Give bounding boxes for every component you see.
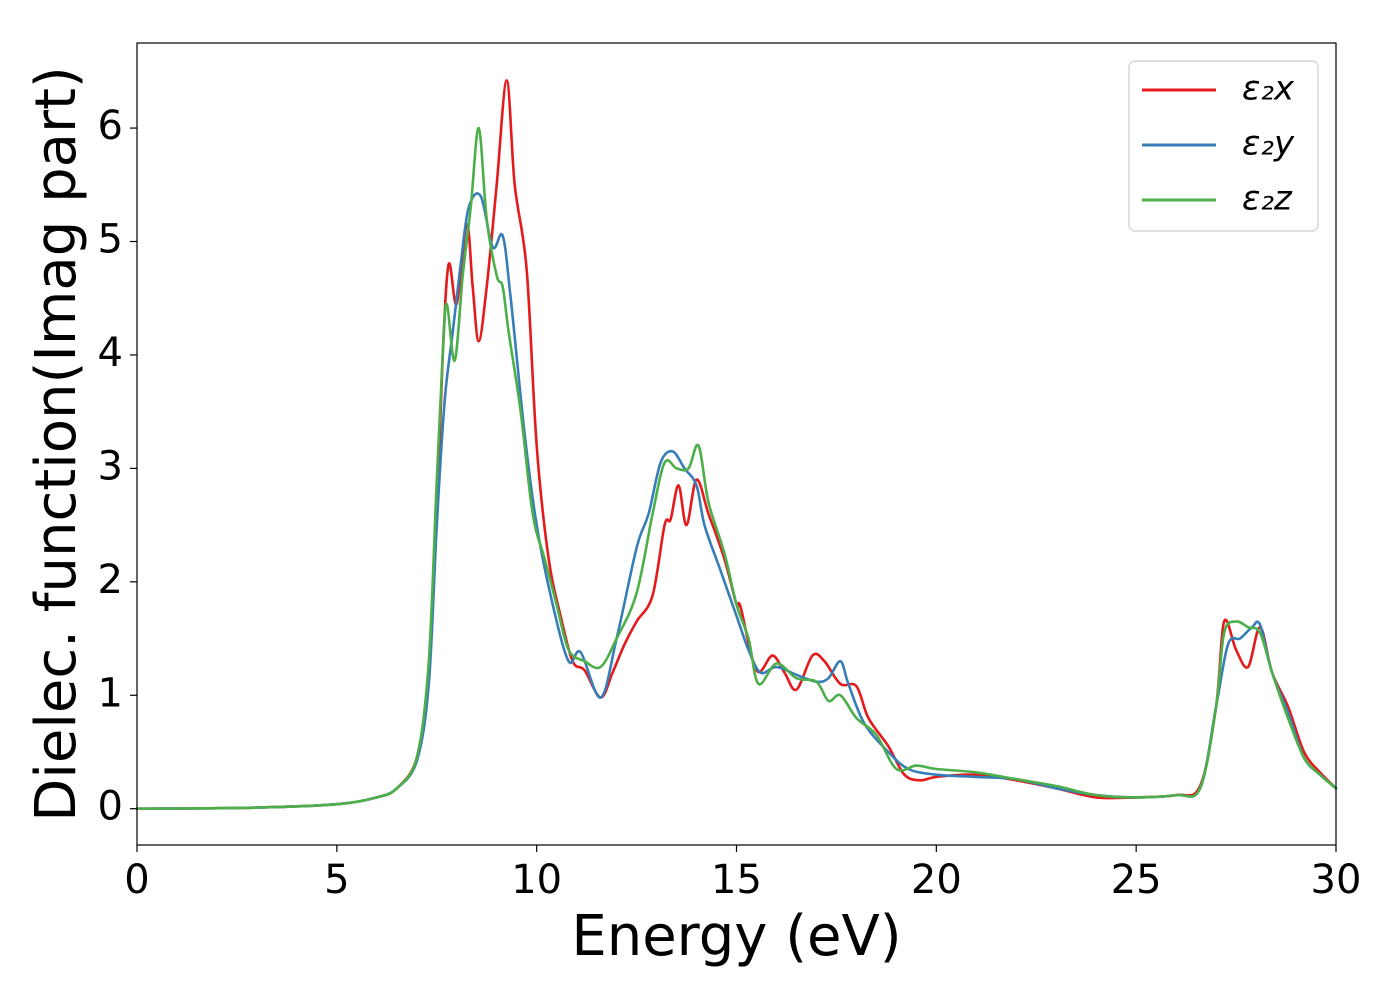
legend-label-1: ε₂y <box>1242 124 1295 164</box>
ticks-layer: 0 5 10 15 20 25 30 0 1 2 3 4 5 6 <box>98 103 1362 903</box>
legend-label-0: ε₂x <box>1242 69 1295 109</box>
x-tick-label: 25 <box>1111 857 1162 903</box>
x-tick-label: 5 <box>324 857 349 903</box>
x-tick-label: 15 <box>711 857 762 903</box>
y-tick-label: 4 <box>98 330 123 376</box>
plot-frame <box>136 42 1337 846</box>
y-tick-label: 6 <box>98 103 123 149</box>
legend-box <box>1128 60 1319 232</box>
legend-label-2: ε₂z <box>1242 179 1293 219</box>
x-tick-label: 30 <box>1311 857 1362 903</box>
x-tick-label: 20 <box>911 857 962 903</box>
y-tick-label: 2 <box>98 557 123 603</box>
x-tick-label: 0 <box>124 857 149 903</box>
y-tick-label: 1 <box>98 670 123 716</box>
x-tick-label: 10 <box>511 857 562 903</box>
y-tick-label: 0 <box>98 784 123 830</box>
series-layer <box>135 79 1338 810</box>
y-tick-label: 5 <box>98 217 123 263</box>
y-tick-label: 3 <box>98 443 123 489</box>
series-line-2 <box>135 126 1338 810</box>
x-axis-label: Energy (eV) <box>571 904 901 969</box>
y-axis-label: Dielec. function(Imag part) <box>24 66 89 822</box>
legend: ε₂x ε₂y ε₂z <box>1128 60 1319 232</box>
